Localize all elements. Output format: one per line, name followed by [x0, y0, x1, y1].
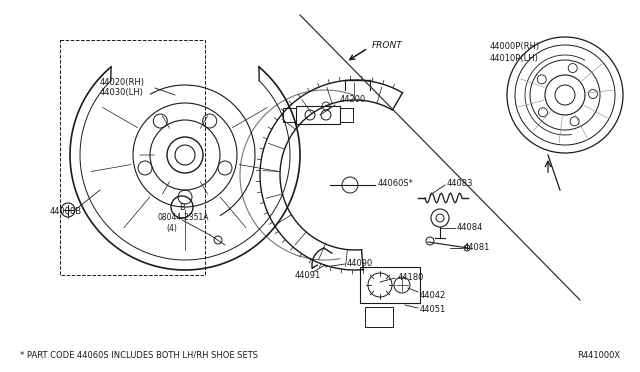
Text: 44030(LH): 44030(LH)	[100, 89, 144, 97]
Text: 44020(RH): 44020(RH)	[100, 78, 145, 87]
Text: B: B	[179, 202, 185, 212]
Text: 44010P(LH): 44010P(LH)	[490, 54, 539, 62]
Text: 44200: 44200	[340, 96, 366, 105]
Text: R441000X: R441000X	[577, 350, 620, 359]
Text: 44083: 44083	[447, 179, 474, 187]
Text: 08044-2351A: 08044-2351A	[158, 214, 209, 222]
Text: 44000B: 44000B	[50, 208, 82, 217]
Text: 44084: 44084	[457, 222, 483, 231]
Bar	[365, 307, 393, 327]
Text: 44081: 44081	[464, 243, 490, 251]
Text: 44180: 44180	[398, 273, 424, 282]
Text: 44042: 44042	[420, 291, 446, 299]
Text: 44060S*: 44060S*	[378, 179, 414, 187]
Text: 44051: 44051	[420, 305, 446, 314]
Bar	[340, 108, 353, 122]
Text: 44090: 44090	[347, 259, 373, 267]
Text: FRONT: FRONT	[372, 42, 403, 51]
Bar	[296, 106, 340, 124]
Text: 44000P(RH): 44000P(RH)	[490, 42, 540, 51]
Bar	[283, 108, 296, 122]
Text: (4): (4)	[166, 224, 177, 232]
Text: * PART CODE 44060S INCLUDES BOTH LH/RH SHOE SETS: * PART CODE 44060S INCLUDES BOTH LH/RH S…	[20, 350, 258, 359]
Bar	[360, 267, 420, 303]
Text: 44091: 44091	[295, 270, 321, 279]
Bar	[60, 40, 205, 275]
